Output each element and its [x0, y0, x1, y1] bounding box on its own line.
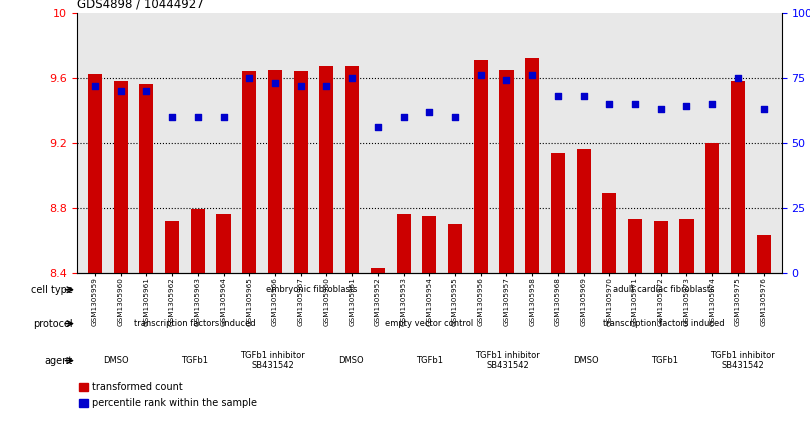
Bar [242, 71, 256, 273]
Text: TGFb1 inhibitor
SB431542: TGFb1 inhibitor SB431542 [241, 351, 305, 370]
Text: protocol: protocol [33, 319, 73, 329]
Bar [216, 214, 231, 273]
Text: transcription factors induced: transcription factors induced [603, 319, 725, 328]
Point [449, 113, 462, 120]
Point [268, 80, 281, 86]
Text: adult cardiac fibroblasts: adult cardiac fibroblasts [613, 285, 715, 294]
Text: cell type: cell type [31, 285, 73, 295]
Bar [294, 71, 308, 273]
Point [526, 72, 539, 79]
Bar [113, 81, 128, 273]
Bar [79, 399, 87, 407]
Point [500, 77, 513, 84]
Text: empty vector control: empty vector control [386, 319, 473, 328]
Point [552, 93, 565, 99]
Bar [371, 268, 385, 273]
Point [475, 72, 488, 79]
Text: TGFb1 inhibitor
SB431542: TGFb1 inhibitor SB431542 [710, 351, 775, 370]
Point [191, 113, 204, 120]
Bar [474, 60, 488, 273]
Bar [680, 219, 693, 273]
Point [757, 106, 770, 113]
Point [243, 74, 256, 81]
Bar [628, 219, 642, 273]
Bar [448, 224, 462, 273]
Bar [422, 216, 437, 273]
Bar [757, 236, 771, 273]
Bar [79, 383, 87, 391]
Bar [139, 84, 153, 273]
Point [114, 88, 127, 94]
Bar [603, 193, 616, 273]
Point [217, 113, 230, 120]
Point [603, 100, 616, 107]
Text: transformed count: transformed count [92, 382, 183, 392]
Bar [191, 209, 205, 273]
Point [629, 100, 642, 107]
Point [423, 108, 436, 115]
Point [294, 82, 307, 89]
Bar [397, 214, 411, 273]
Text: TGFb1: TGFb1 [416, 356, 443, 365]
Text: GDS4898 / 10444927: GDS4898 / 10444927 [77, 0, 203, 11]
Text: TGFb1 inhibitor
SB431542: TGFb1 inhibitor SB431542 [475, 351, 540, 370]
Bar [654, 221, 667, 273]
Text: embryonic fibroblasts: embryonic fibroblasts [266, 285, 357, 294]
Bar [268, 70, 282, 273]
Point [731, 74, 744, 81]
Text: DMSO: DMSO [339, 356, 364, 365]
Text: transcription factors induced: transcription factors induced [134, 319, 255, 328]
Bar [731, 81, 745, 273]
Bar [319, 66, 334, 273]
Text: DMSO: DMSO [104, 356, 129, 365]
Point [680, 103, 693, 110]
Point [140, 88, 153, 94]
Point [654, 106, 667, 113]
Text: percentile rank within the sample: percentile rank within the sample [92, 398, 258, 408]
Bar [87, 74, 102, 273]
Point [578, 93, 590, 99]
Text: TGFb1: TGFb1 [650, 356, 678, 365]
Bar [165, 221, 179, 273]
Text: TGFb1: TGFb1 [181, 356, 208, 365]
Text: DMSO: DMSO [573, 356, 599, 365]
Bar [551, 153, 565, 273]
Bar [706, 143, 719, 273]
Point [165, 113, 178, 120]
Point [346, 74, 359, 81]
Point [320, 82, 333, 89]
Point [88, 82, 101, 89]
Bar [577, 149, 590, 273]
Point [706, 100, 718, 107]
Point [397, 113, 410, 120]
Bar [345, 66, 359, 273]
Text: agent: agent [45, 356, 73, 365]
Bar [525, 58, 539, 273]
Bar [500, 70, 514, 273]
Point [371, 124, 384, 131]
